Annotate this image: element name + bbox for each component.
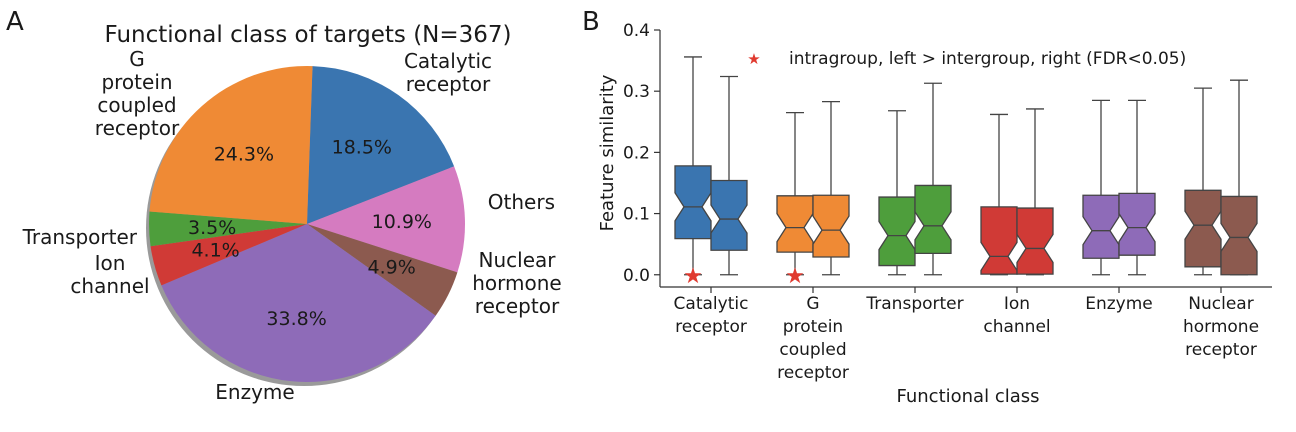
pie-category-label-catalytic-receptor: Catalytic receptor [404,49,492,96]
x-axis-label: Functional class [897,386,1040,407]
x-tick-labels: Catalytic receptor G protein coupled receptor… [674,294,1259,383]
box-ion-channel-intragroup [980,113,1018,276]
box-nuclear-hormone-receptor-intergroup [1220,79,1258,276]
significance-star-catalytic-receptor: ★ [683,264,703,289]
legend-text: intragroup, left > intergroup, right (FD… [789,49,1186,69]
box-body [980,206,1018,275]
x-tick-label-transporter: Transporter [865,294,963,314]
pie-slice-g-protein-coupled-receptor [149,66,313,224]
pie-pct-label-g-protein-coupled-receptor: 24.3% [214,143,274,165]
box-body [1016,207,1054,275]
pie-slice-nuclear-hormone-receptor [307,224,458,316]
pie-slices [148,66,465,382]
box-enzyme-intergroup [1118,99,1156,276]
box-body [914,184,952,254]
pie-slice-others [307,166,465,273]
pie-slice-ion-channel [150,224,307,286]
box-body [710,179,748,251]
panel-b-letter: B [582,7,600,37]
y-axis-label: Feature similarity [597,74,618,231]
box-body [812,194,850,258]
pie-title: Functional class of targets (N=367) [104,22,511,48]
pie-pct-label-transporter: 3.5% [188,217,236,239]
box-body [776,195,814,253]
panel-a-letter: A [6,7,24,37]
box-body [1220,195,1258,276]
box-axes: 0.0 0.1 0.2 0.3 0.4 [623,21,1272,293]
pie-labels: 18.5% Catalytic receptor 10.9% Others 4.9% Nuc… [22,47,562,404]
pie-category-label-ion-channel: Ion channel [70,251,149,298]
box-body [1082,194,1120,259]
box-ion-channel-intergroup [1016,108,1054,276]
y-tick-label: 0.3 [623,82,650,102]
box-nuclear-hormone-receptor-intragroup [1184,87,1222,276]
y-tick-label: 0.4 [623,21,650,41]
box-g-protein-coupled-receptor-intergroup [812,100,850,276]
box-body [1184,189,1222,268]
legend-star-marker: ★ [747,50,760,68]
panel-a: A Functional class of targets (N=367) 18… [6,7,562,404]
x-tick-label-enzyme: Enzyme [1085,294,1153,314]
legend: ★ intragroup, left > intergroup, right (… [747,49,1186,69]
y-tick-label: 0.1 [623,205,650,225]
pie-pct-label-others: 10.9% [372,211,432,233]
pie-slice-enzyme [161,224,436,382]
x-tick-label-ion-channel: Ion channel [983,294,1050,337]
pie-slice-catalytic-receptor [307,66,455,224]
box-catalytic-receptor-intergroup [710,75,748,276]
box-g-protein-coupled-receptor-intragroup [776,111,814,276]
pie-pct-label-ion-channel: 4.1% [191,239,239,261]
y-tick-label: 0.2 [623,143,650,163]
box-transporter-intergroup [914,82,952,276]
pie-category-label-others: Others [488,190,555,214]
pie-pct-label-enzyme: 33.8% [266,308,326,330]
pie-slice-transporter [148,211,307,247]
box-body [674,165,712,240]
x-tick-label-nuclear-hormone-receptor: Nuclear hormone receptor [1183,294,1259,360]
pie-pct-label-catalytic-receptor: 18.5% [332,137,392,159]
box-catalytic-receptor-intragroup [674,56,712,276]
box-transporter-intragroup [878,110,916,276]
pie-pct-label-nuclear-hormone-receptor: 4.9% [368,257,416,279]
box-enzyme-intragroup [1082,99,1120,276]
x-tick-label-catalytic-receptor: Catalytic receptor [674,294,749,337]
pie-category-label-enzyme: Enzyme [215,380,294,404]
box-plots: ★ ★ [674,56,1258,289]
significance-star-g-protein-coupled-receptor: ★ [785,264,805,289]
pie-category-label-nuclear-hormone-receptor: Nuclear hormone receptor [472,248,561,318]
box-body [878,196,916,267]
y-tick-label: 0.0 [623,266,650,286]
box-body [1118,192,1156,256]
pie-category-label-transporter: Transporter [22,225,138,249]
